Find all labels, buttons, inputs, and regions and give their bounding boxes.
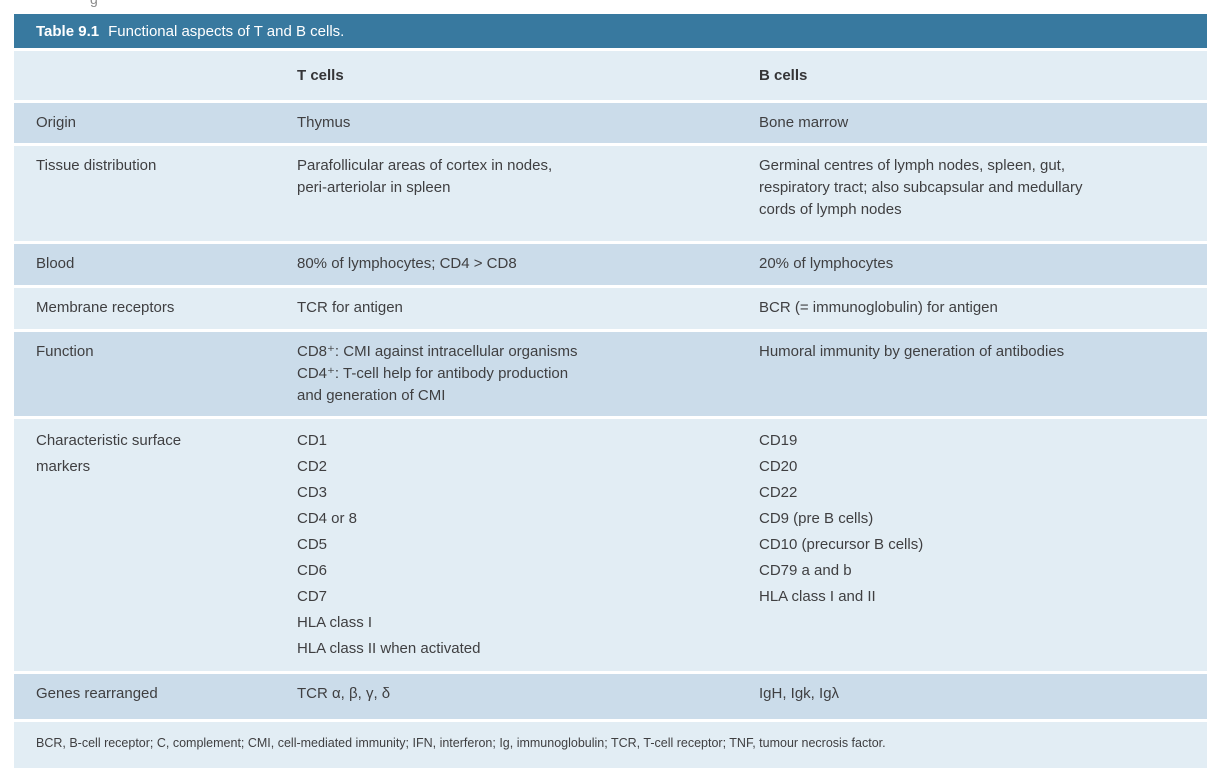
b-cells-value: IgH, Igk, Igλ	[759, 685, 840, 702]
row-label: Tissue distribution	[36, 157, 157, 174]
table-row-tissue-distribution: Tissue distribution Parafollicular areas…	[14, 146, 1207, 241]
t-cells-value: TCR α, β, γ, δ	[297, 685, 391, 702]
table-title-bar: Table 9.1 Functional aspects of T and B …	[14, 14, 1207, 48]
table-row-surface-markers: Characteristic surface markers CD1 CD2 C…	[14, 419, 1207, 671]
column-header-b-cells: B cells	[759, 67, 808, 84]
row-label: Characteristic surface markers	[36, 432, 182, 475]
row-label: Origin	[36, 114, 77, 131]
stray-text-fragment: g	[90, 0, 102, 9]
b-cells-value: Humoral immunity by generation of antibo…	[759, 343, 1065, 360]
row-label: Blood	[36, 255, 75, 272]
t-cells-value: Parafollicular areas of cortex in nodes,…	[297, 157, 553, 196]
t-cells-value: CD8⁺: CMI against intracellular organism…	[297, 343, 578, 404]
column-header-t-cells: T cells	[297, 67, 344, 84]
table-title: Functional aspects of T and B cells.	[108, 22, 345, 40]
t-cells-value: Thymus	[297, 114, 351, 131]
footnote-text: BCR, B-cell receptor; C, complement; CMI…	[36, 736, 886, 750]
table-number: Table 9.1	[36, 22, 100, 40]
t-cells-value: CD1 CD2 CD3 CD4 or 8 CD5 CD6 CD7 HLA cla…	[297, 432, 481, 657]
table-row-origin: Origin Thymus Bone marrow	[14, 103, 1207, 143]
b-cells-value: Bone marrow	[759, 114, 849, 131]
b-cells-value: 20% of lymphocytes	[759, 255, 894, 272]
t-and-b-cells-table: Table 9.1 Functional aspects of T and B …	[14, 14, 1207, 768]
b-cells-value: BCR (= immunoglobulin) for antigen	[759, 299, 998, 316]
b-cells-value: Germinal centres of lymph nodes, spleen,…	[759, 157, 1083, 218]
row-label: Genes rearranged	[36, 685, 158, 702]
t-cells-value: TCR for antigen	[297, 299, 403, 316]
row-label: Function	[36, 343, 94, 360]
table-row-membrane-receptors: Membrane receptors TCR for antigen BCR (…	[14, 288, 1207, 329]
b-cells-value: CD19 CD20 CD22 CD9 (pre B cells) CD10 (p…	[759, 432, 924, 605]
table-row-function: Function CD8⁺: CMI against intracellular…	[14, 332, 1207, 416]
table-row-genes-rearranged: Genes rearranged TCR α, β, γ, δ IgH, Igk…	[14, 674, 1207, 719]
row-label: Membrane receptors	[36, 299, 175, 316]
t-cells-value: 80% of lymphocytes; CD4 > CD8	[297, 255, 517, 272]
column-header-attribute	[36, 65, 297, 91]
column-header-row: T cells B cells	[14, 51, 1207, 100]
table-footnote: BCR, B-cell receptor; C, complement; CMI…	[14, 722, 1207, 768]
table-row-blood: Blood 80% of lymphocytes; CD4 > CD8 20% …	[14, 244, 1207, 285]
